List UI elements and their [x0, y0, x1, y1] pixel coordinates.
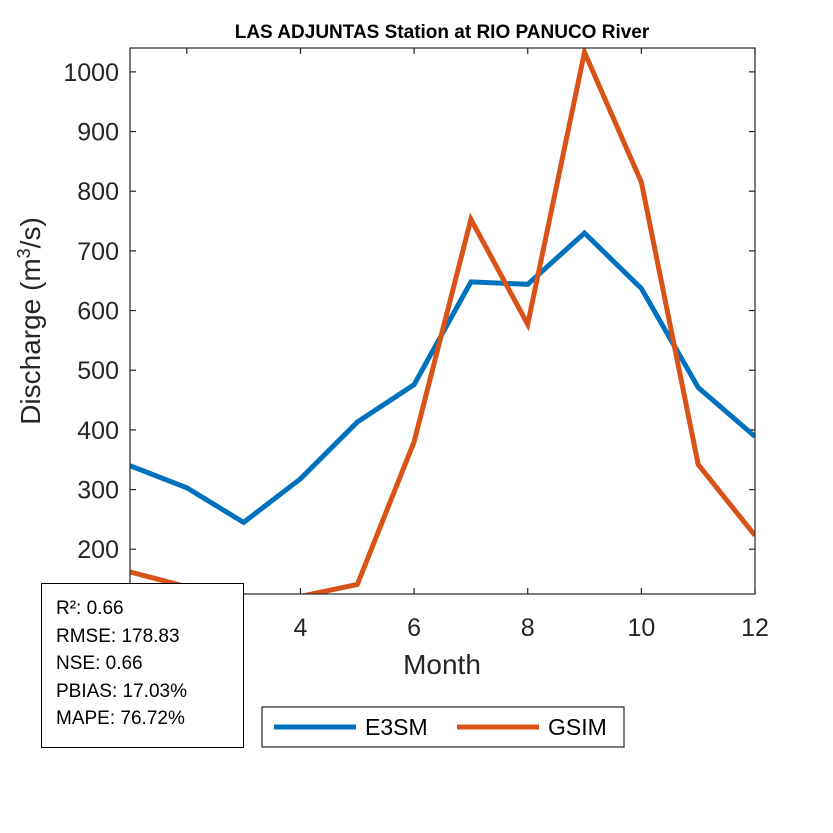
x-tick-label: 12 [741, 614, 769, 642]
stat-r2: R²: 0.66 [56, 598, 124, 619]
y-axis-label-superscript: 3 [14, 248, 34, 258]
y-axis-label: Discharge (m3/s) [14, 217, 46, 425]
stat-mape: MAPE: 76.72% [56, 708, 185, 729]
legend: E3SM GSIM [261, 706, 625, 748]
plot-frame [129, 47, 756, 595]
y-tick-label: 800 [77, 178, 119, 206]
stats-box: R²: 0.66 RMSE: 178.83 NSE: 0.66 PBIAS: 1… [41, 583, 244, 748]
y-tick-label: 900 [77, 119, 119, 147]
y-tick-label: 1000 [63, 59, 119, 87]
y-axis-label-unit: /s) [15, 217, 46, 248]
stat-rmse: RMSE: 178.83 [56, 625, 180, 647]
y-tick-label: 600 [77, 298, 119, 326]
x-axis: 24681012 [180, 48, 769, 642]
y-tick-label: 700 [77, 238, 119, 266]
x-axis-label: Month [403, 649, 481, 680]
series-line-gsim [130, 48, 755, 594]
x-tick-label: 4 [294, 614, 308, 642]
y-axis-label-text: Discharge (m [15, 258, 46, 424]
legend-label-gsim: GSIM [548, 714, 607, 740]
y-tick-label: 500 [77, 357, 119, 385]
x-tick-label: 6 [407, 614, 421, 642]
x-tick-label: 10 [627, 614, 655, 642]
y-tick-label: 200 [77, 536, 119, 564]
y-axis: 200 300 400 500 600 700 800 900 1000 [63, 59, 755, 564]
stat-pbias: PBIAS: 17.03% [56, 680, 187, 702]
legend-label-e3sm: E3SM [365, 714, 428, 740]
y-tick-label: 400 [77, 417, 119, 445]
stat-nse: NSE: 0.66 [56, 653, 143, 674]
x-tick-label: 8 [521, 614, 535, 642]
y-tick-label: 300 [77, 477, 119, 505]
chart-title: LAS ADJUNTAS Station at RIO PANUCO River [235, 22, 650, 43]
series-layer [130, 48, 755, 594]
